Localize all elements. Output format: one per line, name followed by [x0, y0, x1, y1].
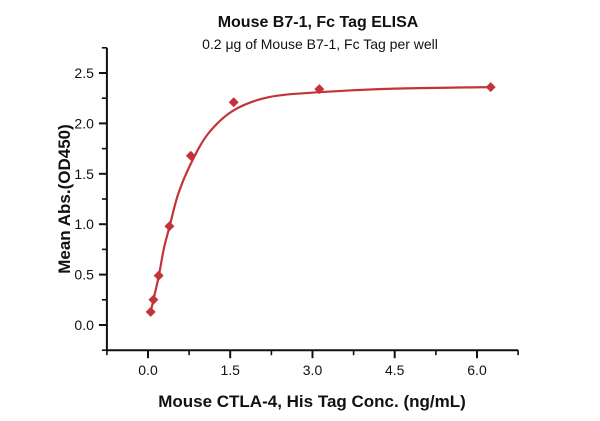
y-tick-label: 1.0 [74, 216, 94, 232]
y-tick-label: 0.0 [74, 317, 94, 333]
x-axis-label: Mouse CTLA-4, His Tag Conc. (ng/mL) [158, 392, 466, 411]
chart-subtitle: 0.2 μg of Mouse B7-1, Fc Tag per well [202, 36, 438, 52]
y-tick-label: 1.5 [74, 166, 94, 182]
data-point-marker [185, 150, 196, 161]
y-tick-label: 2.0 [74, 115, 94, 131]
fit-curve-path [149, 86, 492, 313]
x-tick-label: 0.0 [138, 362, 158, 378]
data-point-marker [153, 270, 164, 281]
data-point-marker [314, 84, 325, 95]
y-axis-label: Mean Abs.(OD450) [55, 124, 74, 274]
fit-curve [149, 86, 492, 313]
x-tick-label: 3.0 [303, 362, 323, 378]
chart-title: Mouse B7-1, Fc Tag ELISA [218, 14, 419, 31]
y-tick-label: 2.5 [74, 65, 94, 81]
data-point-marker [148, 294, 159, 305]
data-points [145, 82, 496, 317]
x-tick-label: 4.5 [385, 362, 405, 378]
data-point-marker [145, 306, 156, 317]
data-point-marker [164, 221, 175, 232]
data-point-marker [228, 97, 239, 108]
y-tick-label: 0.5 [74, 267, 94, 283]
x-tick-label: 1.5 [220, 362, 240, 378]
tick-labels: 0.0 1.5 3.0 4.5 6.0 0.0 0.5 1.0 1.5 2.0 2.5 [74, 65, 487, 378]
x-tick-label: 6.0 [467, 362, 487, 378]
axes [98, 46, 519, 359]
data-point-marker [485, 82, 496, 93]
